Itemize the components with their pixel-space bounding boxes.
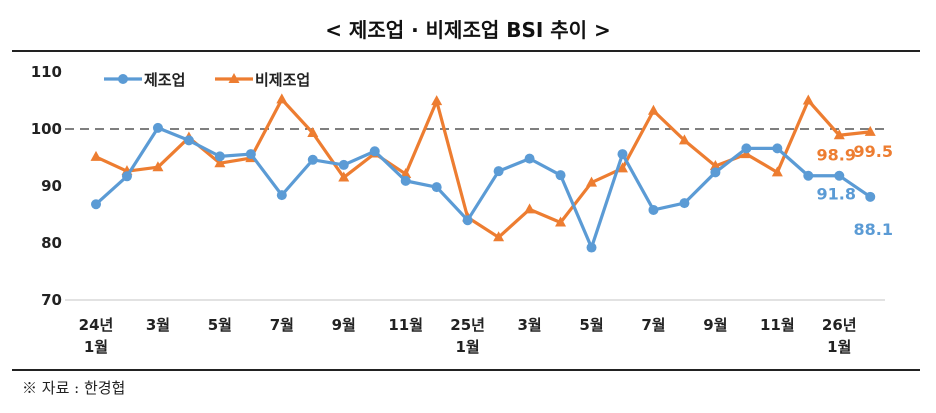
- data-point: [741, 143, 752, 154]
- data-point: [400, 168, 412, 179]
- data-point: [617, 149, 628, 160]
- data-point: [462, 215, 473, 226]
- data-point: [493, 231, 505, 242]
- legend-circle-icon: [118, 74, 128, 84]
- data-point: [803, 170, 814, 181]
- x-tick-label: 1월: [827, 338, 851, 356]
- data-point: [586, 176, 598, 187]
- legend-label: 제조업: [144, 71, 185, 89]
- legend-triangle-icon: [228, 73, 240, 83]
- x-tick-label: 11월: [388, 316, 423, 334]
- data-point: [771, 166, 783, 177]
- data-point: [864, 125, 876, 136]
- data-point: [121, 171, 132, 182]
- data-point: [276, 93, 288, 104]
- legend-label: 비제조업: [255, 71, 310, 89]
- x-tick-label: 7월: [641, 316, 665, 334]
- data-point: [214, 157, 226, 168]
- data-point: [152, 122, 163, 133]
- data-point: [586, 242, 597, 253]
- data-point: [214, 151, 225, 162]
- data-point: [647, 104, 659, 115]
- data-point: [555, 170, 566, 181]
- data-point: [276, 190, 287, 201]
- data-point: [245, 149, 256, 160]
- x-tick-label: 26년: [822, 316, 857, 334]
- data-point: [524, 203, 536, 214]
- data-point: [865, 191, 876, 202]
- x-tick-label: 1월: [456, 338, 480, 356]
- x-tick-label: 1월: [84, 338, 108, 356]
- data-point: [709, 160, 721, 171]
- y-tick-label: 110: [31, 63, 62, 81]
- x-tick-label: 9월: [332, 316, 356, 334]
- data-point: [338, 159, 349, 170]
- data-point: [431, 95, 443, 106]
- data-point: [338, 171, 350, 182]
- data-point: [493, 166, 504, 177]
- y-tick-label: 80: [41, 234, 62, 252]
- series-line-manufacturing: [94, 126, 872, 250]
- data-point: [772, 143, 783, 154]
- chart-title: < 제조업 · 비제조업 BSI 추이 >: [325, 18, 611, 42]
- data-point: [307, 126, 319, 137]
- data-label: 88.1: [854, 220, 893, 239]
- x-tick-label: 5월: [208, 316, 232, 334]
- x-tick-label: 11월: [760, 316, 795, 334]
- x-tick-label: 3월: [146, 316, 170, 334]
- data-point: [679, 198, 690, 209]
- data-point: [369, 146, 380, 157]
- data-point: [710, 167, 721, 178]
- data-point: [524, 153, 535, 164]
- data-point: [90, 150, 102, 161]
- data-point: [152, 161, 164, 172]
- data-point: [431, 182, 442, 193]
- data-point: [678, 134, 690, 145]
- data-point: [648, 204, 659, 215]
- x-tick-label: 7월: [270, 316, 294, 334]
- y-tick-label: 100: [31, 120, 62, 138]
- data-point: [802, 94, 814, 105]
- footer-divider: [12, 369, 920, 371]
- data-point: [91, 199, 101, 210]
- x-tick-label: 25년: [450, 316, 485, 334]
- data-point: [400, 175, 411, 186]
- data-label: 98.9: [817, 145, 856, 164]
- series-line-non-manufacturing: [95, 97, 871, 239]
- data-point: [616, 162, 628, 173]
- x-tick-label: 5월: [579, 316, 603, 334]
- data-point: [307, 154, 318, 165]
- source-note: ※ 자료 : 한경협: [22, 379, 126, 397]
- data-point: [833, 129, 845, 140]
- x-tick-label: 3월: [517, 316, 541, 334]
- data-label: 99.5: [854, 142, 893, 161]
- data-point: [183, 135, 194, 146]
- data-label: 91.8: [817, 185, 856, 204]
- data-point: [555, 216, 567, 227]
- x-tick-label: 9월: [703, 316, 727, 334]
- data-point: [834, 170, 845, 181]
- y-tick-label: 70: [41, 291, 62, 309]
- y-tick-label: 90: [41, 177, 62, 195]
- title-divider: [12, 50, 920, 52]
- x-tick-label: 24년: [79, 316, 114, 334]
